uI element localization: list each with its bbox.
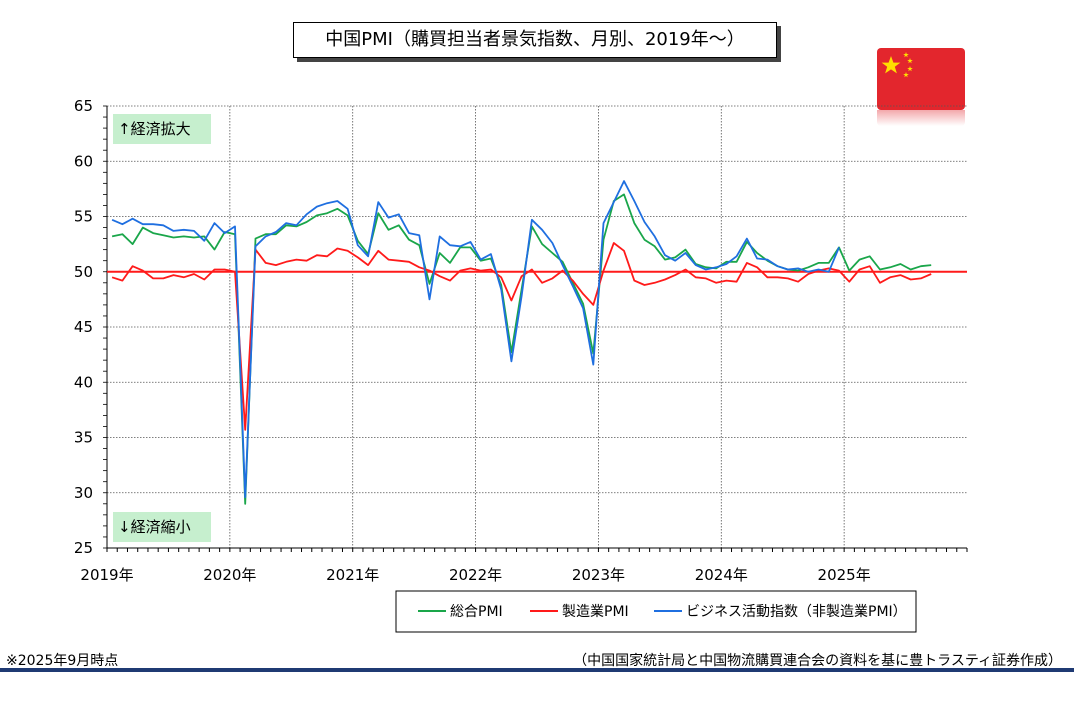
x-tick-label: 2019年 xyxy=(80,566,133,584)
footer-divider xyxy=(0,668,1074,672)
legend: 総合PMI 製造業PMI ビジネス活動指数（非製造業PMI） xyxy=(395,590,917,633)
y-tick-label: 55 xyxy=(74,208,93,226)
legend-label-manufacturing: 製造業PMI xyxy=(562,604,629,620)
x-tick-label: 2021年 xyxy=(326,566,379,584)
x-tick-label: 2024年 xyxy=(695,566,748,584)
y-tick-label: 35 xyxy=(74,429,93,447)
y-tick-label: 50 xyxy=(74,263,93,281)
legend-label-non-manufacturing: ビジネス活動指数（非製造業PMI） xyxy=(686,604,907,620)
x-tick-label: 2020年 xyxy=(203,566,256,584)
annotation-top-box xyxy=(113,114,211,144)
footer-note: ※2025年9月時点 xyxy=(6,653,119,669)
grid-lines xyxy=(107,105,967,548)
footer-source: （中国国家統計局と中国物流購買連合会の資料を基に豊トラスティ証券作成） xyxy=(573,653,1062,669)
y-tick-label: 30 xyxy=(74,484,93,502)
annotation-bottom-box xyxy=(113,512,211,542)
annotation-top: ↑経済拡大 xyxy=(118,120,191,138)
series-line-non_manufacturing xyxy=(111,180,840,499)
x-tick-label: 2022年 xyxy=(449,566,502,584)
series-lines xyxy=(111,180,932,505)
x-tick-label: 2023年 xyxy=(572,566,625,584)
annotation-bottom: ↓経済縮小 xyxy=(118,518,191,536)
annotations: ↑経済拡大 ↓経済縮小 xyxy=(113,114,211,542)
series-line-manufacturing xyxy=(111,242,932,431)
axes: 25 30 35 40 45 50 55 60 65 2019年 2020年 2021年 2022年 20… xyxy=(74,97,968,584)
y-tick-label: 60 xyxy=(74,152,93,170)
y-tick-label: 25 xyxy=(74,539,93,557)
china-flag-stars-icon xyxy=(881,52,913,78)
x-tick-label: 2025年 xyxy=(818,566,871,584)
legend-label-composite: 総合PMI xyxy=(450,604,503,620)
y-tick-label: 40 xyxy=(74,373,93,391)
chart-title: 中国PMI（購買担当者景気指数、月別、2019年～） xyxy=(293,22,777,58)
flag-reflection xyxy=(877,110,965,126)
y-tick-label: 45 xyxy=(74,318,93,336)
y-tick-label: 65 xyxy=(74,97,93,115)
china-flag-icon xyxy=(877,48,965,110)
